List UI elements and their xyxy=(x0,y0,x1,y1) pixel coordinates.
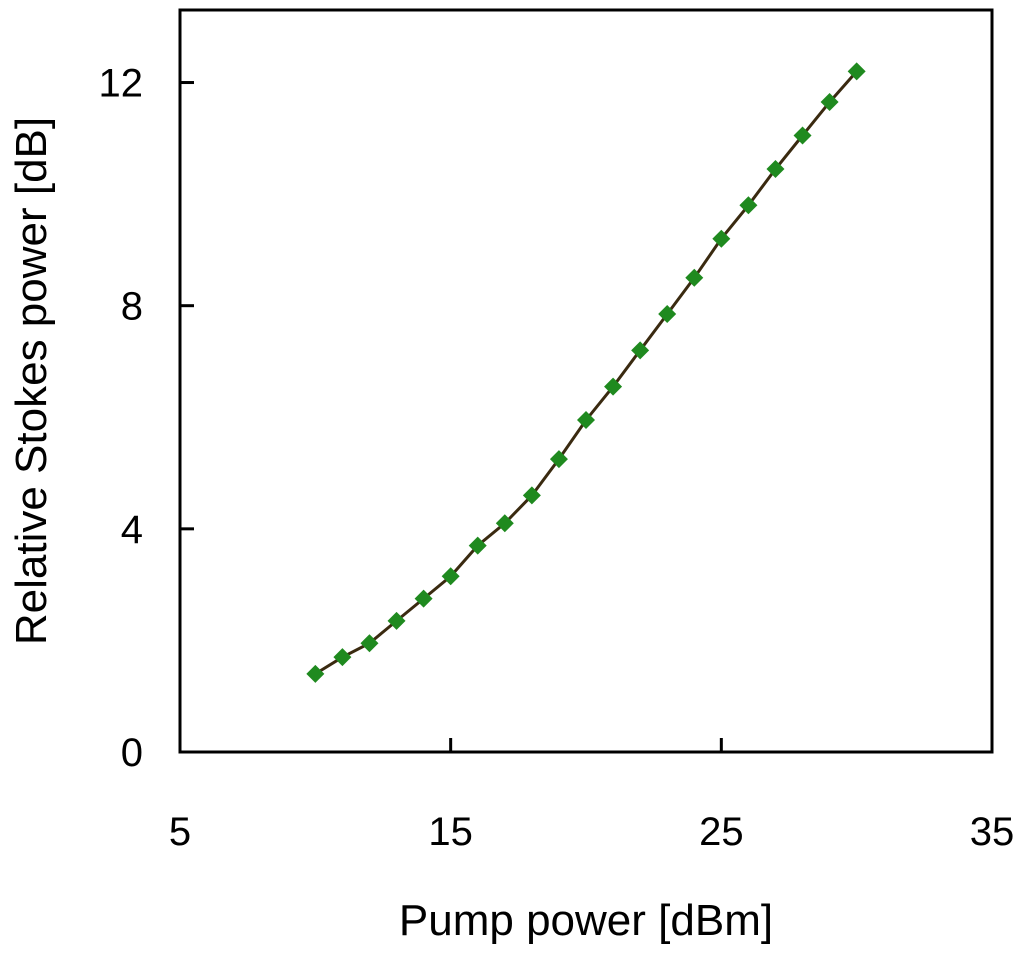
x-tick-label: 25 xyxy=(699,810,744,854)
x-axis-title: Pump power [dBm] xyxy=(399,896,773,945)
data-point-marker xyxy=(360,634,379,653)
data-point-marker xyxy=(577,411,595,430)
data-point-marker xyxy=(414,589,433,608)
data-point-marker xyxy=(631,341,650,360)
data-point-marker xyxy=(387,611,406,630)
y-tick-label: 0 xyxy=(121,731,143,775)
y-tick-label: 4 xyxy=(121,508,143,552)
data-point-marker xyxy=(739,196,758,215)
plot-frame xyxy=(178,8,994,754)
data-point-marker xyxy=(468,536,487,555)
y-axis-title: Relative Stokes power [dB] xyxy=(7,117,56,645)
y-axis-ticks: 0 4 8 12 xyxy=(99,62,194,775)
data-point-marker xyxy=(441,567,460,586)
data-point-marker xyxy=(306,664,325,683)
data-point-marker xyxy=(820,93,839,112)
data-point-marker xyxy=(522,486,541,505)
series-layer xyxy=(306,62,866,683)
y-tick-label: 8 xyxy=(121,285,143,329)
data-point-marker xyxy=(847,62,866,81)
data-point-marker xyxy=(685,268,704,287)
x-tick-label: 5 xyxy=(169,810,191,854)
data-point-marker xyxy=(604,377,623,396)
data-point-marker xyxy=(766,160,785,178)
data-point-marker xyxy=(712,229,731,248)
data-point-marker xyxy=(793,126,812,145)
data-point-marker xyxy=(333,648,352,667)
data-point-marker xyxy=(495,514,514,533)
data-point-marker xyxy=(658,305,677,324)
x-tick-label: 15 xyxy=(428,810,473,854)
data-point-marker xyxy=(549,450,568,469)
x-axis-ticks: 5 15 25 35 xyxy=(169,738,1014,854)
x-tick-label: 35 xyxy=(970,810,1015,854)
y-tick-label: 12 xyxy=(99,62,144,106)
